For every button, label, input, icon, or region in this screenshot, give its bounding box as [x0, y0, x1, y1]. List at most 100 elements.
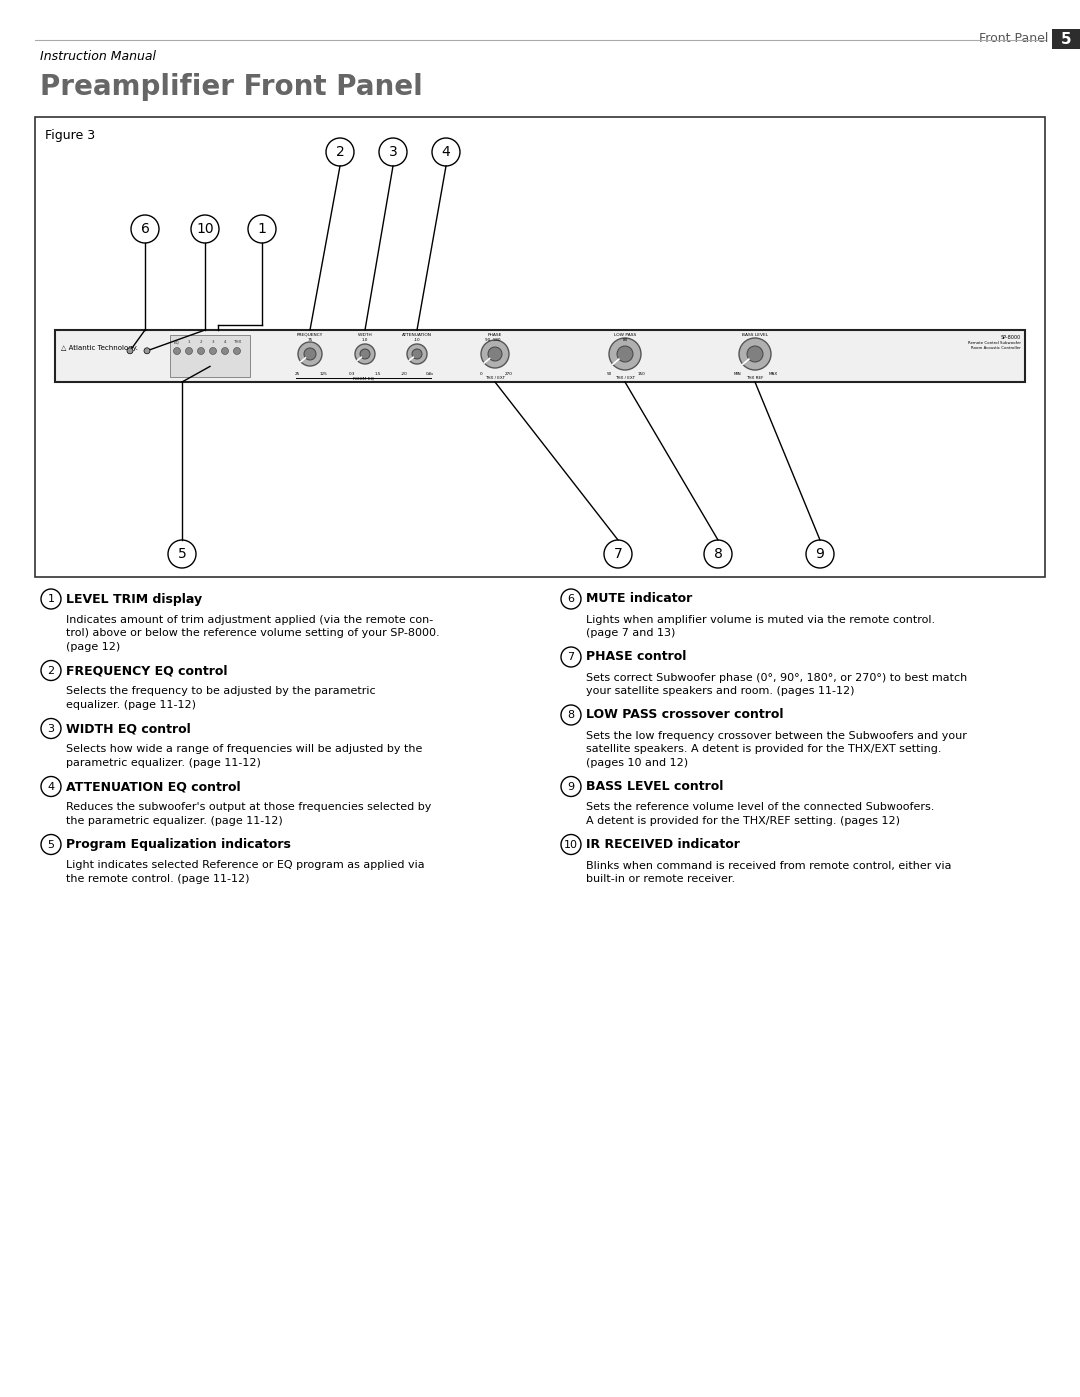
Circle shape	[488, 346, 502, 360]
Text: 1.0: 1.0	[362, 338, 368, 342]
Text: BASS LEVEL: BASS LEVEL	[742, 332, 768, 337]
Text: Instruction Manual: Instruction Manual	[40, 50, 156, 63]
Text: equalizer. (page 11-12): equalizer. (page 11-12)	[66, 700, 195, 710]
Text: 80: 80	[622, 338, 627, 342]
Text: 4: 4	[442, 145, 450, 159]
Text: Program Equalization indicators: Program Equalization indicators	[66, 838, 291, 851]
Text: Selects how wide a range of frequencies will be adjusted by the: Selects how wide a range of frequencies …	[66, 745, 422, 754]
Text: the parametric equalizer. (page 11-12): the parametric equalizer. (page 11-12)	[66, 816, 283, 826]
Text: Figure 3: Figure 3	[45, 129, 95, 142]
Text: 2: 2	[48, 665, 55, 676]
Text: 4: 4	[224, 339, 226, 344]
Circle shape	[609, 338, 642, 370]
Circle shape	[355, 344, 375, 365]
Text: 5: 5	[48, 840, 54, 849]
Text: 125: 125	[319, 372, 327, 376]
Circle shape	[407, 344, 427, 365]
Text: MAX: MAX	[768, 372, 778, 376]
Text: 9: 9	[567, 781, 575, 792]
Text: ATTENUATION EQ control: ATTENUATION EQ control	[66, 780, 241, 793]
Text: satellite speakers. A detent is provided for the THX/EXT setting.: satellite speakers. A detent is provided…	[586, 745, 942, 754]
Text: 6: 6	[567, 594, 575, 604]
Text: Blinks when command is received from remote control, either via: Blinks when command is received from rem…	[586, 861, 951, 870]
Text: 25: 25	[295, 372, 299, 376]
Text: 10: 10	[564, 840, 578, 849]
Text: ATTENUATION: ATTENUATION	[402, 332, 432, 337]
Text: 270: 270	[505, 372, 513, 376]
Circle shape	[210, 348, 216, 355]
Text: (pages 10 and 12): (pages 10 and 12)	[586, 759, 688, 768]
Circle shape	[174, 348, 180, 355]
Text: built-in or remote receiver.: built-in or remote receiver.	[586, 875, 735, 884]
FancyBboxPatch shape	[170, 335, 249, 377]
Circle shape	[747, 346, 762, 362]
Text: THX: THX	[233, 339, 241, 344]
Text: Sets the reference volume level of the connected Subwoofers.: Sets the reference volume level of the c…	[586, 802, 934, 813]
Text: THX / EXT: THX / EXT	[615, 376, 635, 380]
Circle shape	[617, 346, 633, 362]
Text: SP-8000: SP-8000	[1001, 335, 1021, 339]
Text: 1: 1	[188, 339, 190, 344]
Text: 3: 3	[389, 145, 397, 159]
Text: WIDTH: WIDTH	[357, 332, 373, 337]
Text: 8: 8	[714, 548, 723, 562]
Text: FREQUENCY: FREQUENCY	[297, 332, 323, 337]
Text: THX / EXT: THX / EXT	[485, 376, 505, 380]
Text: 7: 7	[567, 652, 575, 662]
Text: -10: -10	[414, 338, 420, 342]
Text: Sets the low frequency crossover between the Subwoofers and your: Sets the low frequency crossover between…	[586, 731, 967, 740]
Text: LEVEL TRIM display: LEVEL TRIM display	[66, 592, 202, 605]
Text: Sets correct Subwoofer phase (0°, 90°, 180°, or 270°) to best match: Sets correct Subwoofer phase (0°, 90°, 1…	[586, 673, 968, 683]
Text: Front Panel: Front Panel	[978, 32, 1048, 46]
Circle shape	[221, 348, 229, 355]
Circle shape	[360, 349, 370, 359]
Text: LOW PASS: LOW PASS	[613, 332, 636, 337]
Text: the remote control. (page 11-12): the remote control. (page 11-12)	[66, 875, 249, 884]
Text: 6: 6	[140, 222, 149, 236]
Text: MUTE indicator: MUTE indicator	[586, 592, 692, 605]
Text: 50: 50	[606, 372, 611, 376]
Text: Light indicates selected Reference or EQ program as applied via: Light indicates selected Reference or EQ…	[66, 861, 424, 870]
Text: (page 7 and 13): (page 7 and 13)	[586, 629, 675, 638]
Text: LOW PASS crossover control: LOW PASS crossover control	[586, 708, 783, 721]
Text: Room Acoustic Controller: Room Acoustic Controller	[971, 346, 1021, 351]
Text: FREQUENCY EQ control: FREQUENCY EQ control	[66, 664, 228, 678]
Text: 0.3: 0.3	[349, 372, 355, 376]
Text: 7: 7	[613, 548, 622, 562]
Circle shape	[481, 339, 509, 367]
Text: 90  180: 90 180	[485, 338, 501, 342]
Text: 3: 3	[212, 339, 214, 344]
Text: IR RECEIVED indicator: IR RECEIVED indicator	[586, 838, 740, 851]
Text: Reduces the subwoofer's output at those frequencies selected by: Reduces the subwoofer's output at those …	[66, 802, 431, 813]
Text: Indicates amount of trim adjustment applied (via the remote con-: Indicates amount of trim adjustment appl…	[66, 615, 433, 624]
Text: 5: 5	[1061, 32, 1071, 46]
Text: 1: 1	[48, 594, 54, 604]
Text: Preamplifier Front Panel: Preamplifier Front Panel	[40, 73, 422, 101]
FancyBboxPatch shape	[1052, 29, 1080, 49]
Text: EQ: EQ	[174, 339, 180, 344]
FancyBboxPatch shape	[55, 330, 1025, 381]
Text: 75: 75	[308, 338, 312, 342]
Text: -20: -20	[401, 372, 407, 376]
Text: parametric equalizer. (page 11-12): parametric equalizer. (page 11-12)	[66, 759, 261, 768]
Circle shape	[411, 349, 422, 359]
Text: your satellite speakers and room. (pages 11-12): your satellite speakers and room. (pages…	[586, 686, 854, 697]
FancyBboxPatch shape	[35, 117, 1045, 577]
Circle shape	[739, 338, 771, 370]
Text: 5: 5	[177, 548, 187, 562]
Text: PHASE: PHASE	[488, 332, 502, 337]
Text: 8: 8	[567, 710, 575, 719]
Circle shape	[303, 348, 316, 360]
Text: Lights when amplifier volume is muted via the remote control.: Lights when amplifier volume is muted vi…	[586, 615, 935, 624]
Text: 1.5: 1.5	[375, 372, 381, 376]
Circle shape	[298, 342, 322, 366]
Text: A detent is provided for the THX/REF setting. (pages 12): A detent is provided for the THX/REF set…	[586, 816, 900, 826]
Text: (page 12): (page 12)	[66, 643, 120, 652]
Text: MIN: MIN	[733, 372, 741, 376]
Text: 1: 1	[257, 222, 267, 236]
Text: 150: 150	[637, 372, 645, 376]
Text: ROOM EQ: ROOM EQ	[353, 376, 374, 380]
Circle shape	[127, 348, 133, 353]
Text: trol) above or below the reference volume setting of your SP-8000.: trol) above or below the reference volum…	[66, 629, 440, 638]
Text: △ Atlantic Technology.: △ Atlantic Technology.	[60, 345, 138, 351]
